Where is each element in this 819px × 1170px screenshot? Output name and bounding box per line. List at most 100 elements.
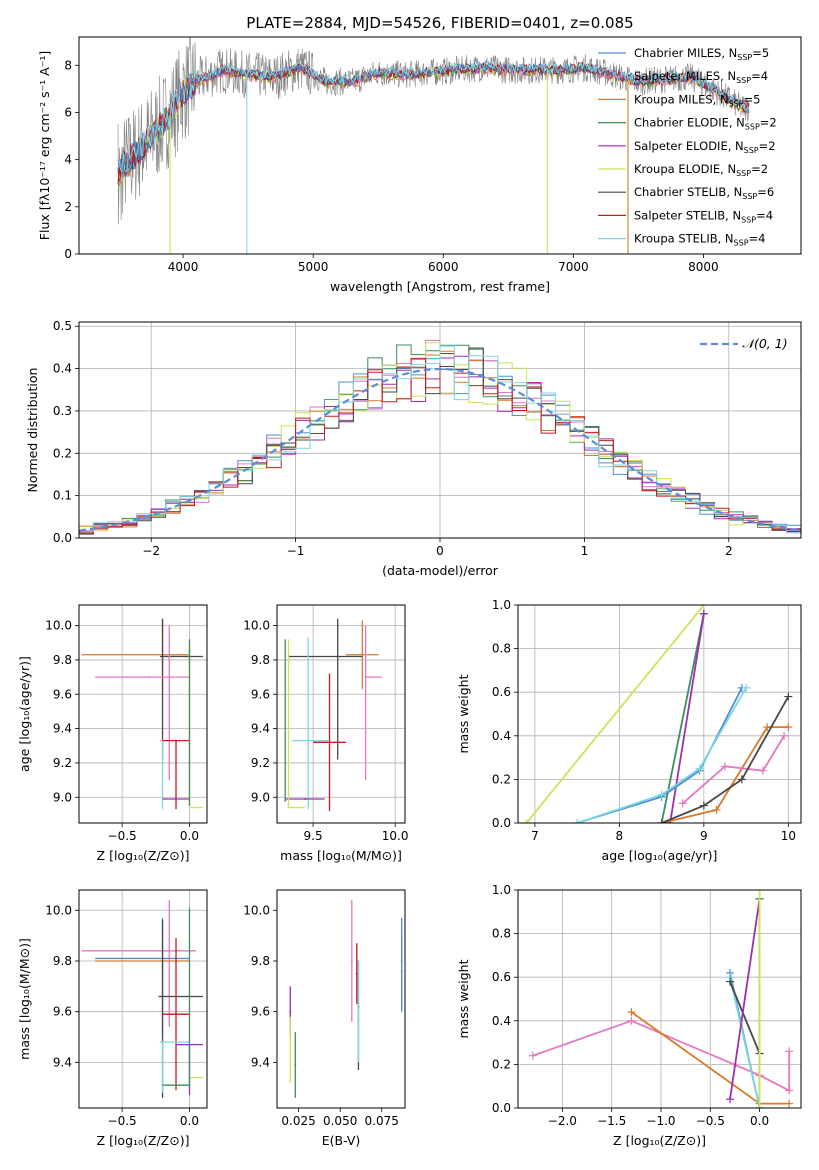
weight-line-kroupa_stelib <box>576 687 747 823</box>
weight-marker <box>785 1047 794 1056</box>
weight-marker <box>573 819 582 823</box>
legend-value: =2 <box>759 139 776 153</box>
errorbar-point <box>289 1048 292 1051</box>
y-tick-label: 0.8 <box>492 927 511 941</box>
y-tick-label: 9.2 <box>251 756 270 770</box>
age-vs-Z-panel: −0.5 0.0 9.0 9.2 9.4 9.6 9.8 10.0 Z [log₁₀(Z/Z⊙)… <box>17 604 208 863</box>
y-tick-label: 9.6 <box>53 687 72 701</box>
weight-marker <box>712 805 721 814</box>
y-tick-label: 0.2 <box>492 1057 511 1071</box>
y-tick-label: 10.0 <box>243 619 270 633</box>
errorbar-point <box>287 806 290 809</box>
y-tick-label: 9.0 <box>251 790 270 804</box>
legend-text: Kroupa ELODIE, N <box>634 162 736 176</box>
y-tick-label: 0.4 <box>53 362 72 376</box>
panels: 4000 5000 6000 7000 8000 0 2 4 6 8 wavelength [Ang… <box>17 36 802 1148</box>
x-tick-label: 7 <box>531 829 539 843</box>
y-tick-label: 9.4 <box>53 722 72 736</box>
legend-entry: Chabrier STELIB, NSSP=6 <box>634 185 774 201</box>
errorbar-point <box>188 806 191 809</box>
y-tick-label: 9.0 <box>53 790 72 804</box>
y-tick-label: 9.4 <box>53 1055 72 1069</box>
weight-marker <box>522 819 531 823</box>
weight-line-salpeter_elodie <box>729 898 761 1100</box>
legend-subscript: SSP <box>736 76 751 85</box>
legend-entry: 𝒩(0, 1) <box>742 336 788 351</box>
legend-text: Salpeter MILES, N <box>634 69 736 83</box>
axes-frame <box>517 604 802 824</box>
normal-curve <box>79 367 801 532</box>
histogram-kroupa_stelib <box>79 344 801 533</box>
mass-vs-Z-plot-area <box>81 900 203 1098</box>
weight-marker <box>627 1008 636 1017</box>
y-tick-label: 8 <box>64 58 72 72</box>
x-axis-label: mass [log₁₀(M/M⊙)] <box>280 848 402 863</box>
weight-marker <box>755 1104 764 1108</box>
x-axis-label: Z [log₁₀(Z/Z⊙)] <box>613 1133 706 1148</box>
y-tick-label: 0.2 <box>492 772 511 786</box>
legend-text: Kroupa MILES, N <box>634 92 729 106</box>
weight-marker <box>726 977 735 986</box>
y-tick-label: 10.0 <box>243 903 270 917</box>
errorbar-point <box>168 658 171 661</box>
x-axis-label: age [log₁₀(age/yr)] <box>602 848 718 863</box>
legend-subscript: SSP <box>741 215 756 224</box>
y-axis-label: age [log₁₀(age/yr)] <box>17 656 32 772</box>
legend-entry: Kroupa ELODIE, NSSP=2 <box>634 162 768 178</box>
errorbar-point <box>168 949 171 952</box>
x-tick-label: −0.5 <box>108 829 137 843</box>
errorbar-point <box>148 676 151 679</box>
axes-frame <box>276 889 406 1109</box>
x-tick-label: 10.0 <box>382 829 409 843</box>
legend-subscript: SSP <box>736 169 751 178</box>
errorbar-point <box>355 972 358 975</box>
y-tick-label: 0.4 <box>492 729 511 743</box>
y-tick-label: 0.0 <box>492 1101 511 1115</box>
y-tick-label: 9.6 <box>251 1005 270 1019</box>
x-axis-label: Z [log₁₀(Z/Z⊙)] <box>97 848 190 863</box>
y-tick-label: 9.6 <box>251 687 270 701</box>
legend-entry: Chabrier ELODIE, NSSP=2 <box>634 116 777 132</box>
axes-frame <box>78 604 208 824</box>
y-tick-label: 10.0 <box>45 619 72 633</box>
mass-vs-Z-panel: −0.5 0.0 9.4 9.6 9.8 10.0 Z [log₁₀(Z/Z⊙)] mass … <box>17 889 208 1148</box>
weight-marker <box>720 762 729 771</box>
y-tick-label: 9.8 <box>53 954 72 968</box>
errorbar-point <box>336 655 339 658</box>
weight-vs-age-panel: 7 8 9 10 0.0 0.2 0.4 0.6 0.8 1.0 age [log₁₀(age/yr… <box>456 598 802 863</box>
y-tick-label: 0.6 <box>492 685 511 699</box>
y-tick-label: 6 <box>64 105 72 119</box>
y-tick-label: 9.4 <box>251 1055 270 1069</box>
x-axis-label: wavelength [Angstrom, rest frame] <box>330 279 550 294</box>
errorbar-point <box>289 1010 292 1013</box>
legend-subscript: SSP <box>742 192 757 201</box>
legend-entry: Kroupa MILES, NSSP=5 <box>634 92 760 108</box>
y-axis-label: mass weight <box>456 674 471 753</box>
mass-vs-ebv-panel: 0.025 0.050 0.075 9.4 9.6 9.8 10.0 E(B-V) <box>243 889 406 1148</box>
y-tick-label: 0.4 <box>492 1014 511 1028</box>
axes-frame <box>517 889 802 1109</box>
errorbar-point <box>303 797 306 800</box>
y-tick-label: 0.0 <box>492 816 511 830</box>
axes-frame <box>276 604 406 824</box>
weight-line-chabrier_elodie <box>660 613 705 823</box>
weight-marker <box>784 692 793 701</box>
y-tick-label: 2 <box>64 200 72 214</box>
legend-text: Salpeter ELODIE, N <box>634 139 744 153</box>
errorbar-point <box>161 1041 164 1044</box>
y-tick-label: 9.8 <box>251 653 270 667</box>
weight-marker <box>785 1086 794 1095</box>
spectrum-plot-area <box>117 37 750 254</box>
x-axis-label: (data-model)/error <box>382 563 499 578</box>
errorbar-point <box>188 650 191 653</box>
y-tick-label: 9.8 <box>251 954 270 968</box>
x-tick-label: 1 <box>581 544 589 558</box>
weight-marker <box>678 799 687 808</box>
weight-marker <box>695 764 704 773</box>
weight-marker <box>528 1051 537 1060</box>
y-axis-label: mass weight <box>456 959 471 1038</box>
x-tick-label: 0.0 <box>180 829 199 843</box>
x-tick-label: 0.0 <box>180 1114 199 1128</box>
y-tick-label: 9.8 <box>53 653 72 667</box>
